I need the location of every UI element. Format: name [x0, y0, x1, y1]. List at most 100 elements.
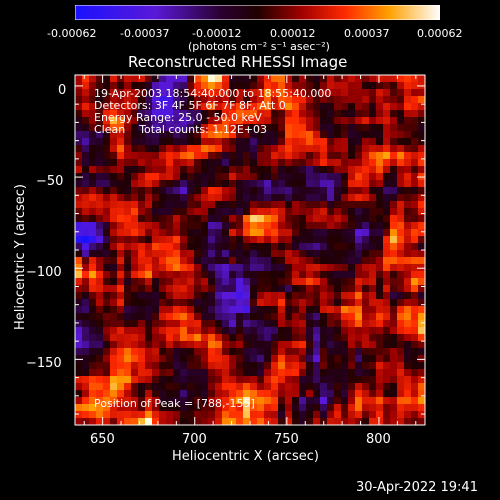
heatmap-cell	[159, 187, 167, 195]
heatmap-cell	[404, 383, 412, 391]
heatmap-cell	[138, 418, 146, 426]
heatmap-cell	[138, 215, 146, 223]
heatmap-cell	[194, 404, 202, 412]
heatmap-cell	[369, 110, 377, 118]
heatmap-cell	[236, 187, 244, 195]
heatmap-cell	[89, 152, 97, 160]
heatmap-cell	[208, 383, 216, 391]
heatmap-cell	[173, 383, 181, 391]
heatmap-cell	[215, 180, 223, 188]
heatmap-cell	[236, 390, 244, 398]
heatmap-cell	[96, 306, 104, 314]
heatmap-cell	[404, 411, 412, 419]
heatmap-cell	[215, 411, 223, 419]
heatmap-cell	[348, 145, 356, 153]
heatmap-cell	[355, 383, 363, 391]
heatmap-cell	[257, 390, 265, 398]
heatmap-cell	[208, 348, 216, 356]
heatmap-cell	[369, 383, 377, 391]
heatmap-cell	[243, 166, 251, 174]
heatmap-cell	[327, 348, 335, 356]
heatmap-cell	[159, 180, 167, 188]
heatmap-cell	[327, 362, 335, 370]
heatmap-cell	[257, 75, 265, 83]
heatmap-cell	[271, 173, 279, 181]
heatmap-cell	[222, 138, 230, 146]
heatmap-cell	[383, 82, 391, 90]
heatmap-cell	[250, 397, 258, 405]
heatmap-cell	[313, 82, 321, 90]
heatmap-cell	[397, 341, 405, 349]
heatmap-cell	[145, 411, 153, 419]
heatmap-cell	[355, 250, 363, 258]
heatmap-cell	[418, 306, 426, 314]
heatmap-cell	[278, 341, 286, 349]
heatmap-cell	[278, 383, 286, 391]
heatmap-cell	[264, 82, 272, 90]
heatmap-cell	[201, 257, 209, 265]
heatmap-cell	[397, 327, 405, 335]
heatmap-cell	[201, 313, 209, 321]
heatmap-cell	[306, 173, 314, 181]
heatmap-cell	[383, 397, 391, 405]
heatmap-cell	[117, 299, 125, 307]
heatmap-cell	[222, 257, 230, 265]
heatmap-cell	[250, 313, 258, 321]
heatmap-cell	[236, 229, 244, 237]
heatmap-cell	[82, 418, 90, 426]
heatmap-cell	[397, 285, 405, 293]
heatmap-cell	[341, 138, 349, 146]
heatmap-cell	[334, 264, 342, 272]
heatmap-cell	[180, 348, 188, 356]
heatmap-cell	[313, 250, 321, 258]
heatmap-cell	[264, 355, 272, 363]
heatmap-cell	[243, 180, 251, 188]
heatmap-cell	[187, 327, 195, 335]
heatmap-cell	[320, 355, 328, 363]
heatmap-cell	[397, 313, 405, 321]
heatmap-cell	[166, 313, 174, 321]
heatmap-cell	[264, 348, 272, 356]
heatmap-cell	[82, 82, 90, 90]
heatmap-cell	[117, 341, 125, 349]
heatmap-cell	[355, 299, 363, 307]
heatmap-cell	[180, 362, 188, 370]
heatmap-cell	[418, 117, 426, 125]
heatmap-cell	[124, 271, 132, 279]
heatmap-cell	[124, 215, 132, 223]
heatmap-cell	[89, 110, 97, 118]
heatmap-cell	[355, 131, 363, 139]
heatmap-cell	[229, 117, 237, 125]
heatmap-cell	[187, 348, 195, 356]
heatmap-cell	[96, 194, 104, 202]
heatmap-cell	[362, 131, 370, 139]
heatmap-cell	[187, 117, 195, 125]
heatmap-cell	[159, 320, 167, 328]
heatmap-cell	[159, 236, 167, 244]
heatmap-cell	[299, 390, 307, 398]
heatmap-cell	[96, 215, 104, 223]
heatmap-cell	[201, 418, 209, 426]
heatmap-cell	[166, 173, 174, 181]
heatmap-cell	[82, 117, 90, 125]
heatmap-cell	[152, 89, 160, 97]
heatmap-cell	[411, 215, 419, 223]
heatmap-cell	[404, 110, 412, 118]
heatmap-cell	[173, 348, 181, 356]
heatmap-cell	[110, 376, 118, 384]
heatmap-cell	[313, 117, 321, 125]
heatmap-cell	[292, 257, 300, 265]
heatmap-cell	[152, 138, 160, 146]
heatmap-cell	[187, 257, 195, 265]
heatmap-cell	[250, 89, 258, 97]
heatmap-cell	[89, 75, 97, 83]
heatmap-cell	[117, 313, 125, 321]
heatmap-cell	[131, 215, 139, 223]
heatmap-cell	[180, 355, 188, 363]
heatmap-cell	[376, 222, 384, 230]
heatmap-cell	[418, 292, 426, 300]
heatmap-cell	[278, 285, 286, 293]
heatmap-cell	[173, 131, 181, 139]
heatmap-cell	[180, 222, 188, 230]
heatmap-cell	[194, 180, 202, 188]
